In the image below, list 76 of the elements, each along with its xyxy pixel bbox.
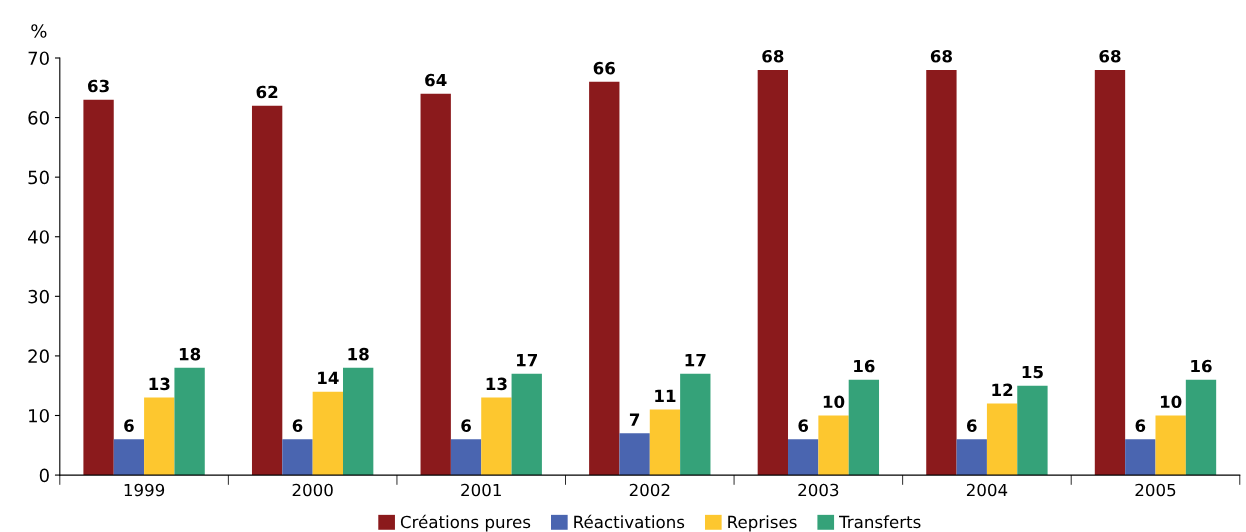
bar (1185, 379, 1217, 476)
legend-label: Réactivations (574, 514, 685, 529)
data-label: 68 (762, 49, 784, 63)
bar (1125, 439, 1156, 476)
bar (619, 433, 650, 476)
y-tick-label: 20 (28, 349, 49, 364)
bar (589, 81, 620, 476)
data-label: 11 (655, 389, 676, 402)
x-tick-label: 1999 (124, 483, 165, 497)
data-label: 62 (256, 85, 278, 99)
bar (420, 93, 451, 476)
data-label: 66 (593, 61, 615, 75)
bar (481, 397, 512, 476)
bar (926, 69, 957, 476)
bar (450, 439, 482, 476)
bar (1017, 385, 1048, 476)
y-tick-label: 10 (29, 408, 49, 423)
data-label: 6 (1135, 419, 1146, 432)
data-label: 6 (124, 419, 134, 432)
y-tick-label: 50 (28, 170, 49, 185)
bar (956, 439, 987, 476)
y-tick-label: 40 (27, 230, 49, 244)
bar (1094, 69, 1126, 476)
x-tick-label: 2002 (629, 483, 670, 497)
bar (282, 439, 313, 476)
data-label: 10 (823, 395, 845, 409)
x-tick-label: 2003 (798, 483, 839, 497)
data-label: 17 (685, 354, 706, 367)
data-label: 64 (425, 73, 447, 87)
data-label: 16 (854, 359, 875, 373)
data-label: 68 (930, 49, 952, 63)
bar (144, 397, 175, 476)
bar (312, 391, 343, 476)
legend-label: Transferts (839, 515, 921, 529)
data-label: 68 (1099, 49, 1121, 63)
data-label: 13 (149, 377, 170, 391)
data-label: 63 (88, 79, 109, 93)
bar (649, 409, 681, 476)
bar (83, 99, 114, 476)
bar (986, 403, 1018, 476)
y-axis-title: % (31, 24, 47, 38)
bar (818, 415, 849, 476)
x-tick-label: 2001 (461, 483, 501, 497)
data-label: 6 (461, 419, 471, 432)
legend-label: Créations pures (400, 514, 531, 532)
bar (757, 69, 789, 476)
data-label: 14 (318, 371, 339, 385)
data-label: 15 (1022, 365, 1043, 379)
bar (788, 439, 819, 476)
data-label: 13 (486, 377, 507, 391)
bar (174, 367, 205, 476)
data-label: 17 (517, 354, 538, 367)
data-label: 6 (292, 419, 303, 432)
data-label: 10 (1160, 395, 1182, 409)
data-label: 12 (992, 383, 1013, 396)
y-tick-label: 70 (28, 51, 49, 66)
bar (680, 373, 711, 476)
bar (511, 373, 542, 476)
y-tick-label: 0 (39, 468, 49, 483)
data-label: 7 (629, 413, 640, 426)
bar (113, 439, 145, 476)
data-label: 16 (1191, 359, 1212, 373)
data-label: 18 (179, 347, 201, 361)
bar (251, 105, 283, 476)
y-tick-label: 60 (28, 111, 49, 125)
x-tick-label: 2000 (292, 483, 333, 497)
x-tick-label: 2005 (1135, 483, 1176, 497)
bar (343, 367, 374, 476)
data-label: 6 (966, 419, 977, 432)
x-tick-label: 2004 (966, 483, 1008, 497)
bar (848, 379, 880, 476)
data-label: 18 (348, 347, 369, 361)
data-label: 6 (798, 419, 809, 432)
legend-label: Reprises (728, 515, 797, 532)
bar (1155, 415, 1186, 476)
y-tick-label: 30 (28, 289, 49, 304)
